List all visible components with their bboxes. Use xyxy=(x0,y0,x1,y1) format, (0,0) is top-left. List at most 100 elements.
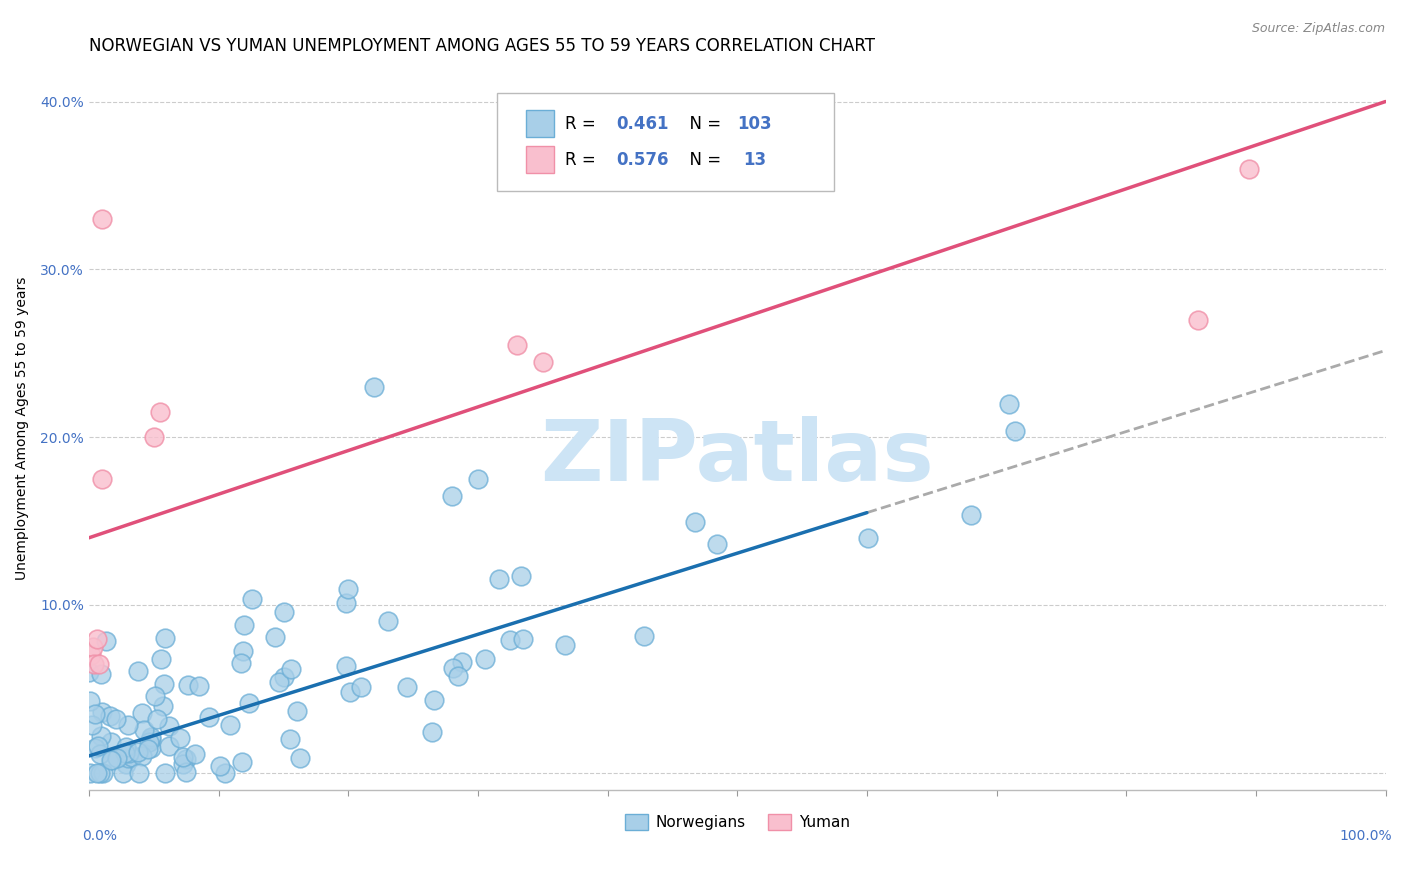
Point xyxy=(531,354,554,368)
Point xyxy=(441,661,464,675)
Point xyxy=(142,430,165,444)
Point xyxy=(267,675,290,690)
Point xyxy=(114,746,136,760)
Point xyxy=(96,633,118,648)
Text: NORWEGIAN VS YUMAN UNEMPLOYMENT AMONG AGES 55 TO 59 YEARS CORRELATION CHART: NORWEGIAN VS YUMAN UNEMPLOYMENT AMONG AG… xyxy=(89,37,875,55)
Point xyxy=(554,638,576,652)
Point xyxy=(159,739,181,754)
Point xyxy=(288,751,311,765)
Point xyxy=(132,723,155,737)
Point xyxy=(209,759,232,773)
Point xyxy=(335,596,357,610)
Point xyxy=(118,746,141,760)
Point xyxy=(128,765,150,780)
Point xyxy=(138,735,160,749)
Text: 100.0%: 100.0% xyxy=(1340,830,1392,843)
Point xyxy=(100,735,122,749)
FancyBboxPatch shape xyxy=(498,94,834,191)
Point xyxy=(214,765,236,780)
Point xyxy=(172,757,194,772)
Point xyxy=(240,592,263,607)
Text: 13: 13 xyxy=(744,151,766,169)
Text: R =: R = xyxy=(565,151,600,169)
Point xyxy=(153,765,176,780)
Point xyxy=(98,709,121,723)
Point xyxy=(90,667,112,681)
Point xyxy=(91,706,114,720)
Text: ZIPatlas: ZIPatlas xyxy=(540,417,934,500)
Text: 0.461: 0.461 xyxy=(617,114,669,133)
Point xyxy=(997,396,1019,410)
Text: 103: 103 xyxy=(737,114,772,133)
Point xyxy=(510,568,533,582)
Point xyxy=(856,531,879,545)
Point xyxy=(117,750,139,764)
Point xyxy=(127,664,149,678)
Text: 0.0%: 0.0% xyxy=(83,830,117,843)
Point xyxy=(280,662,302,676)
Point xyxy=(285,704,308,718)
Point xyxy=(512,632,534,647)
Point xyxy=(188,680,211,694)
Point xyxy=(184,747,207,761)
Point xyxy=(143,690,166,704)
Point xyxy=(451,656,474,670)
Point xyxy=(90,729,112,743)
Point xyxy=(111,765,134,780)
Bar xyxy=(526,110,554,137)
Point xyxy=(177,678,200,692)
Point xyxy=(423,693,446,707)
Point xyxy=(174,764,197,779)
Point xyxy=(232,618,254,632)
Point xyxy=(84,740,107,755)
Point xyxy=(153,631,176,645)
Point xyxy=(100,753,122,767)
Point xyxy=(633,629,655,643)
Point xyxy=(89,765,111,780)
Point xyxy=(169,731,191,745)
Point xyxy=(498,632,520,647)
Point xyxy=(82,640,104,654)
Point xyxy=(488,572,510,586)
Text: Source: ZipAtlas.com: Source: ZipAtlas.com xyxy=(1251,22,1385,36)
Point xyxy=(105,712,128,726)
Point xyxy=(273,671,295,685)
Point xyxy=(101,753,124,767)
Point xyxy=(105,750,128,764)
Point xyxy=(141,731,163,745)
Point xyxy=(506,338,529,352)
Point xyxy=(174,752,197,766)
Point xyxy=(86,765,108,780)
Text: R =: R = xyxy=(565,114,600,133)
Point xyxy=(79,765,101,780)
Point xyxy=(198,710,221,724)
Point xyxy=(149,405,172,419)
Point xyxy=(377,614,399,628)
Point xyxy=(1187,312,1209,326)
Point xyxy=(80,648,103,663)
Point xyxy=(149,652,172,666)
Legend: Norwegians, Yuman: Norwegians, Yuman xyxy=(619,808,856,836)
Point xyxy=(363,380,385,394)
Point xyxy=(153,677,176,691)
Point xyxy=(83,706,105,721)
Point xyxy=(79,694,101,708)
Point xyxy=(79,665,101,679)
Point xyxy=(447,668,470,682)
Point xyxy=(136,742,159,756)
Point xyxy=(121,750,143,764)
Point xyxy=(114,739,136,754)
Point xyxy=(152,699,174,714)
Point xyxy=(131,706,153,720)
Bar xyxy=(526,146,554,173)
Text: 0.576: 0.576 xyxy=(617,151,669,169)
Point xyxy=(90,212,112,227)
Point xyxy=(960,508,983,522)
Point xyxy=(117,718,139,732)
Point xyxy=(264,631,287,645)
Text: N =: N = xyxy=(679,151,727,169)
Point xyxy=(420,724,443,739)
Point xyxy=(89,747,111,762)
Point xyxy=(440,489,463,503)
Point xyxy=(114,756,136,771)
